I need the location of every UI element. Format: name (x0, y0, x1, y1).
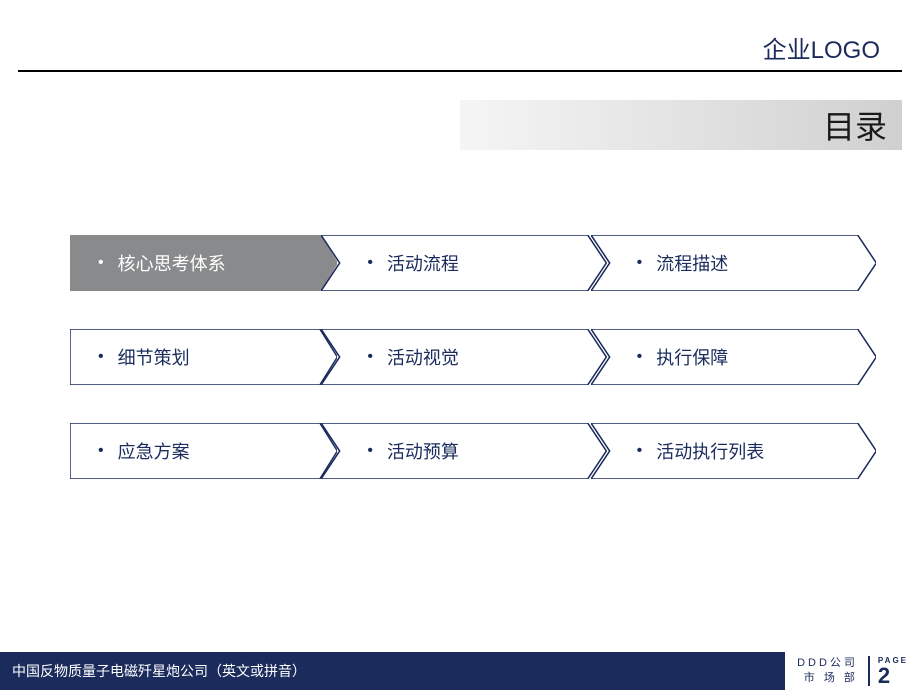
page-number: 2 (878, 665, 908, 687)
footer-divider (868, 656, 870, 686)
toc-item-label: 细节策划 (118, 344, 190, 370)
toc-item-content: • 细节策划 (98, 344, 190, 370)
toc-item[interactable]: • 执行保障 (591, 329, 876, 385)
bullet-icon: • (637, 254, 643, 272)
page-title: 目录 (823, 102, 887, 148)
bullet-icon: • (367, 254, 373, 272)
bullet-icon: • (98, 348, 104, 366)
toc-item[interactable]: • 核心思考体系 (70, 235, 337, 291)
bullet-icon: • (98, 254, 104, 272)
toc-item[interactable]: • 活动流程 (321, 235, 606, 291)
toc-item-label: 应急方案 (118, 438, 190, 464)
toc-item[interactable]: • 应急方案 (70, 423, 337, 479)
bullet-icon: • (367, 348, 373, 366)
toc-item-content: • 活动视觉 (367, 344, 459, 370)
toc-item[interactable]: • 活动预算 (321, 423, 606, 479)
toc-item[interactable]: • 活动执行列表 (591, 423, 876, 479)
footer-company-line1: DDD公司 (797, 656, 858, 671)
footer-page-block: PAGE 2 (878, 656, 908, 687)
title-banner: 目录 (460, 100, 902, 150)
logo-text: 企业LOGO (763, 30, 880, 65)
header-divider-line (18, 70, 902, 72)
bullet-icon: • (637, 442, 643, 460)
bullet-icon: • (98, 442, 104, 460)
toc-item-label: 执行保障 (656, 344, 728, 370)
toc-item-label: 活动执行列表 (656, 438, 764, 464)
toc-item-content: • 活动流程 (367, 250, 459, 276)
footer-company-full: 中国反物质量子电磁歼星炮公司（英文或拼音） (0, 652, 785, 690)
toc-row: • 应急方案 • 活动预算 • 活动执行列表 (70, 423, 860, 479)
toc-item-label: 活动预算 (387, 438, 459, 464)
footer-company-line2: 市 场 部 (797, 671, 858, 686)
toc-item-content: • 活动预算 (367, 438, 459, 464)
toc-item-content: • 执行保障 (637, 344, 729, 370)
header-logo-area: 企业LOGO (763, 30, 880, 73)
toc-row: • 核心思考体系 • 活动流程 • 流程描述 (70, 235, 860, 291)
bullet-icon: • (367, 442, 373, 460)
footer-right: DDD公司 市 场 部 PAGE 2 (785, 652, 920, 690)
toc-item-content: • 活动执行列表 (637, 438, 765, 464)
toc-item-content: • 应急方案 (98, 438, 190, 464)
toc-item-label: 流程描述 (656, 250, 728, 276)
toc-container: • 核心思考体系 • 活动流程 • 流程描述 • 细节策划 • 活动视觉 (70, 235, 860, 517)
bullet-icon: • (637, 348, 643, 366)
toc-item-content: • 流程描述 (637, 250, 729, 276)
toc-row: • 细节策划 • 活动视觉 • 执行保障 (70, 329, 860, 385)
toc-item[interactable]: • 活动视觉 (321, 329, 606, 385)
toc-item-content: • 核心思考体系 (98, 250, 226, 276)
toc-item[interactable]: • 流程描述 (591, 235, 876, 291)
toc-item-label: 活动流程 (387, 250, 459, 276)
toc-item-label: 活动视觉 (387, 344, 459, 370)
toc-item-label: 核心思考体系 (118, 250, 226, 276)
footer: 中国反物质量子电磁歼星炮公司（英文或拼音） DDD公司 市 场 部 PAGE 2 (0, 652, 920, 690)
footer-company-short: DDD公司 市 场 部 (797, 656, 858, 687)
toc-item[interactable]: • 细节策划 (70, 329, 337, 385)
